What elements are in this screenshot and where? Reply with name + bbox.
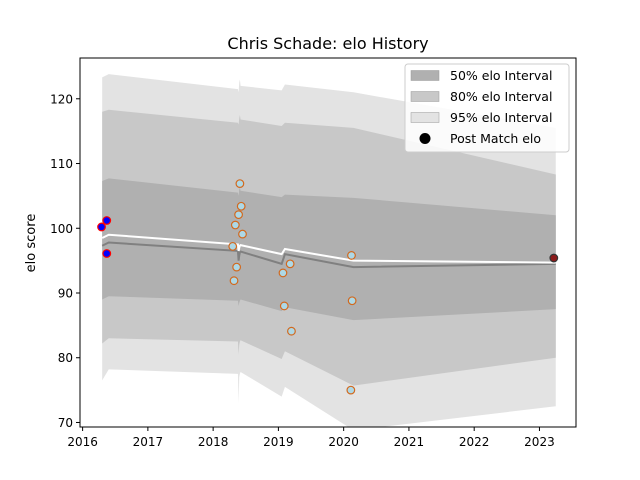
legend-swatch-3 [410,112,440,123]
legend-swatch-2 [410,91,440,102]
post-match-point-19 [549,253,559,263]
post-match-point-3 [102,249,112,258]
x-axis-ticks: 2016 2017 2018 2019 2020 2021 2022 2023 [67,427,555,449]
y-tick-label-100: 100 [50,222,73,236]
x-tick-label-2018: 2018 [198,435,229,449]
post-match-point-13 [279,301,289,311]
legend-label-3: 95% elo Interval [450,110,552,125]
x-tick-label-2016: 2016 [67,435,98,449]
chart-title: Chris Schade: elo History [227,34,428,53]
y-axis-ticks: 70 80 90 100 110 120 [50,92,80,430]
x-tick-label-2017: 2017 [133,435,164,449]
post-match-point-10 [236,201,246,211]
post-match-point-8 [234,210,243,220]
post-match-point-12 [278,268,288,278]
legend: 50% elo Interval 80% elo Interval 95% elo … [404,63,570,153]
x-tick-label-2020: 2020 [328,435,359,449]
y-tick-label-120: 120 [50,92,73,106]
interval-bands [102,74,556,427]
post-match-point-11 [238,229,247,239]
mean-elo-line [101,233,556,264]
elo-lines [101,233,556,269]
legend-marker-4 [419,133,431,144]
x-tick-label-2021: 2021 [394,435,425,449]
post-match-point-9 [235,179,245,188]
band-3 [102,178,556,321]
post-match-point-1 [97,222,106,232]
post-match-point-16 [347,251,356,260]
plot-area [97,74,559,427]
legend-label-2: 80% elo Interval [450,89,552,104]
y-tick-label-90: 90 [58,286,73,300]
y-axis-label: elo score [24,214,39,273]
post-match-point-7 [229,276,239,286]
post-match-points [97,179,559,395]
legend-box [404,63,570,153]
x-tick-label-2023: 2023 [524,435,555,449]
post-match-point-17 [347,296,357,306]
x-tick-label-2019: 2019 [263,435,294,449]
axes-frame [79,57,577,428]
post-match-point-4 [228,241,238,251]
legend-label-1: 50% elo Interval [450,68,552,83]
post-match-point-15 [287,326,296,336]
legend-swatch-1 [410,70,440,81]
legend-label-4: Post Match elo [450,131,541,146]
post-match-point-2 [102,216,112,225]
post-match-point-6 [232,262,242,272]
post-match-point-14 [285,259,295,269]
y-tick-label-80: 80 [58,351,73,365]
x-tick-label-2022: 2022 [459,435,490,449]
post-match-point-5 [230,220,240,230]
post-match-point-18 [346,385,356,395]
y-tick-label-110: 110 [50,157,73,171]
y-tick-label-70: 70 [58,416,73,430]
median-elo-line [101,241,556,269]
